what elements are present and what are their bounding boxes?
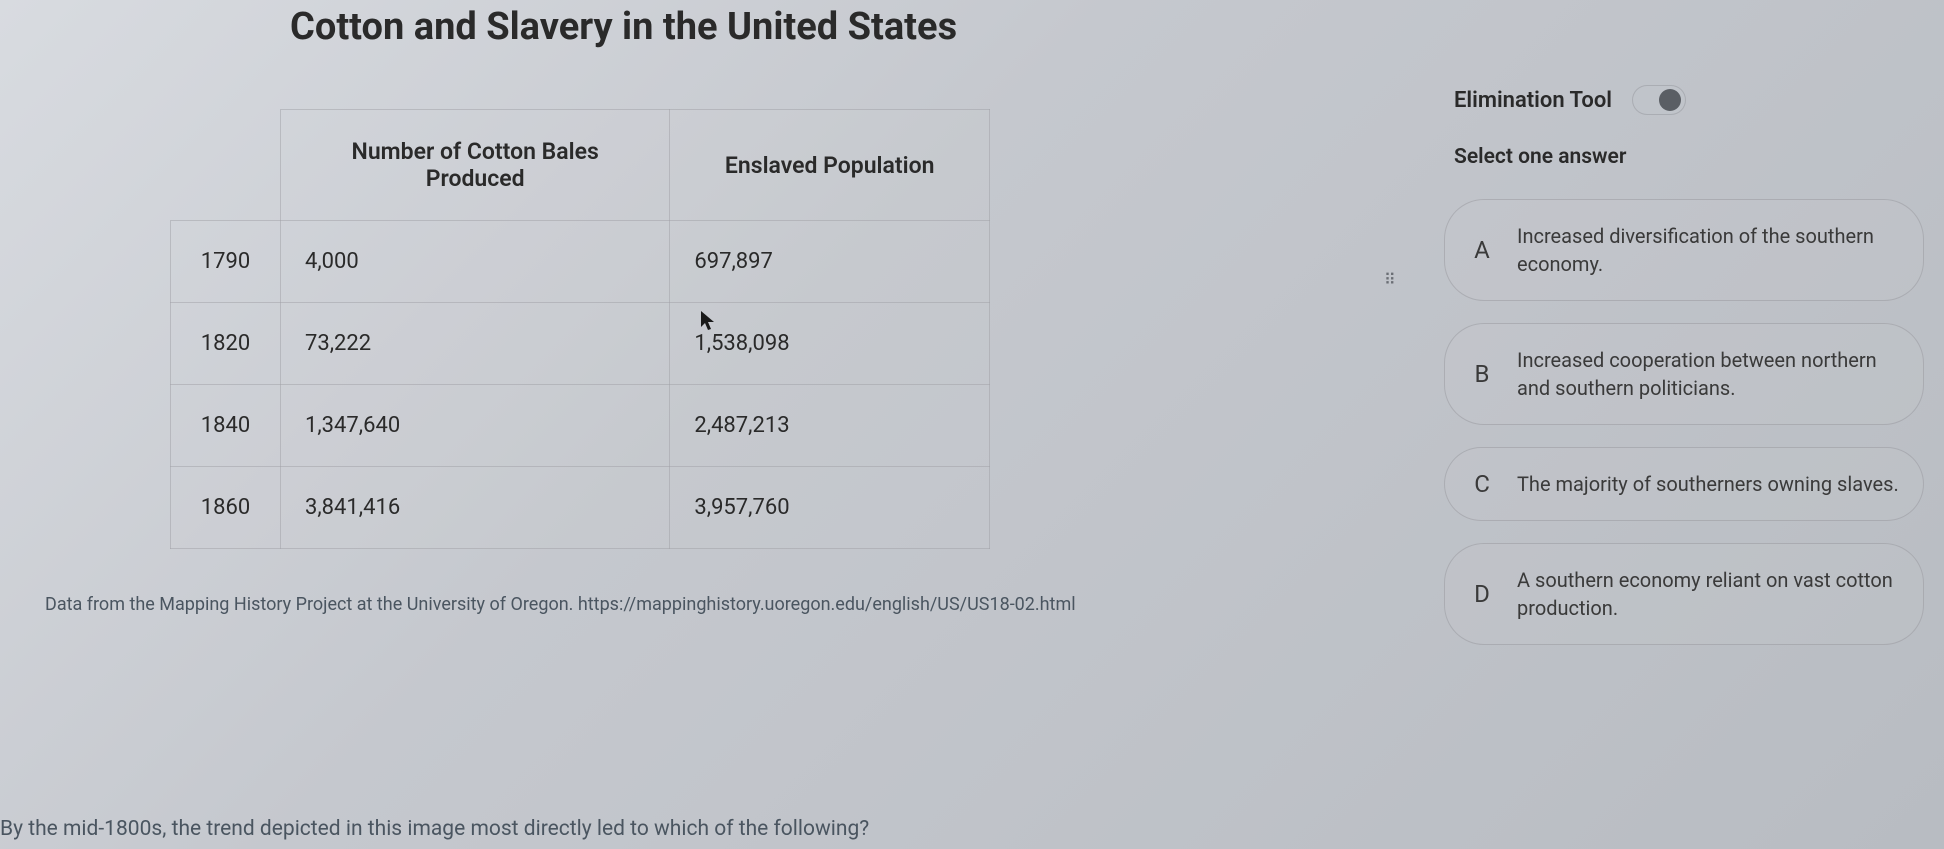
instruction-text: Select one answer — [1454, 145, 1924, 169]
cell-year: 1860 — [171, 467, 281, 549]
cell-population: 3,957,760 — [670, 467, 990, 549]
page-title: Cotton and Slavery in the United States — [290, 5, 1374, 49]
header-year — [171, 110, 281, 221]
cell-bales: 1,347,640 — [280, 385, 669, 467]
cell-population: 697,897 — [670, 221, 990, 303]
table-row: 1840 1,347,640 2,487,213 — [171, 385, 990, 467]
answer-letter: B — [1469, 360, 1495, 388]
answer-option-d[interactable]: D A southern economy reliant on vast cot… — [1444, 543, 1924, 645]
cell-bales: 4,000 — [280, 221, 669, 303]
answer-option-a[interactable]: A Increased diversification of the south… — [1444, 199, 1924, 301]
answer-option-b[interactable]: B Increased cooperation between northern… — [1444, 323, 1924, 425]
table-row: 1820 73,222 1,538,098 — [171, 303, 990, 385]
answer-text: Increased diversification of the souther… — [1517, 222, 1899, 278]
question-text: By the mid-1800s, the trend depicted in … — [0, 817, 869, 841]
answer-text: The majority of southerners owning slave… — [1517, 470, 1899, 498]
answer-text: Increased cooperation between northern a… — [1517, 346, 1899, 402]
citation-text: Data from the Mapping History Project at… — [45, 594, 1374, 615]
data-table: Number of Cotton Bales Produced Enslaved… — [170, 109, 990, 549]
toggle-knob — [1659, 89, 1681, 111]
header-population: Enslaved Population — [670, 110, 990, 221]
cell-population: 1,538,098 — [670, 303, 990, 385]
drag-handle-icon[interactable]: ⠿ — [1384, 270, 1398, 289]
cell-population: 2,487,213 — [670, 385, 990, 467]
elimination-toggle[interactable] — [1632, 85, 1686, 115]
answer-letter: D — [1469, 580, 1495, 608]
table-row: 1860 3,841,416 3,957,760 — [171, 467, 990, 549]
cell-year: 1840 — [171, 385, 281, 467]
cell-bales: 3,841,416 — [280, 467, 669, 549]
answer-option-c[interactable]: C The majority of southerners owning sla… — [1444, 447, 1924, 521]
answer-sidebar: ⠿ Elimination Tool Select one answer A I… — [1414, 0, 1944, 849]
content-area: Cotton and Slavery in the United States … — [0, 0, 1414, 849]
table-header-row: Number of Cotton Bales Produced Enslaved… — [171, 110, 990, 221]
answer-letter: C — [1469, 470, 1495, 498]
cell-year: 1820 — [171, 303, 281, 385]
elimination-tool-row: Elimination Tool — [1454, 85, 1924, 115]
answer-text: A southern economy reliant on vast cotto… — [1517, 566, 1899, 622]
cell-bales: 73,222 — [280, 303, 669, 385]
cell-year: 1790 — [171, 221, 281, 303]
header-bales: Number of Cotton Bales Produced — [280, 110, 669, 221]
elimination-label: Elimination Tool — [1454, 88, 1612, 113]
table-row: 1790 4,000 697,897 — [171, 221, 990, 303]
answer-letter: A — [1469, 236, 1495, 264]
